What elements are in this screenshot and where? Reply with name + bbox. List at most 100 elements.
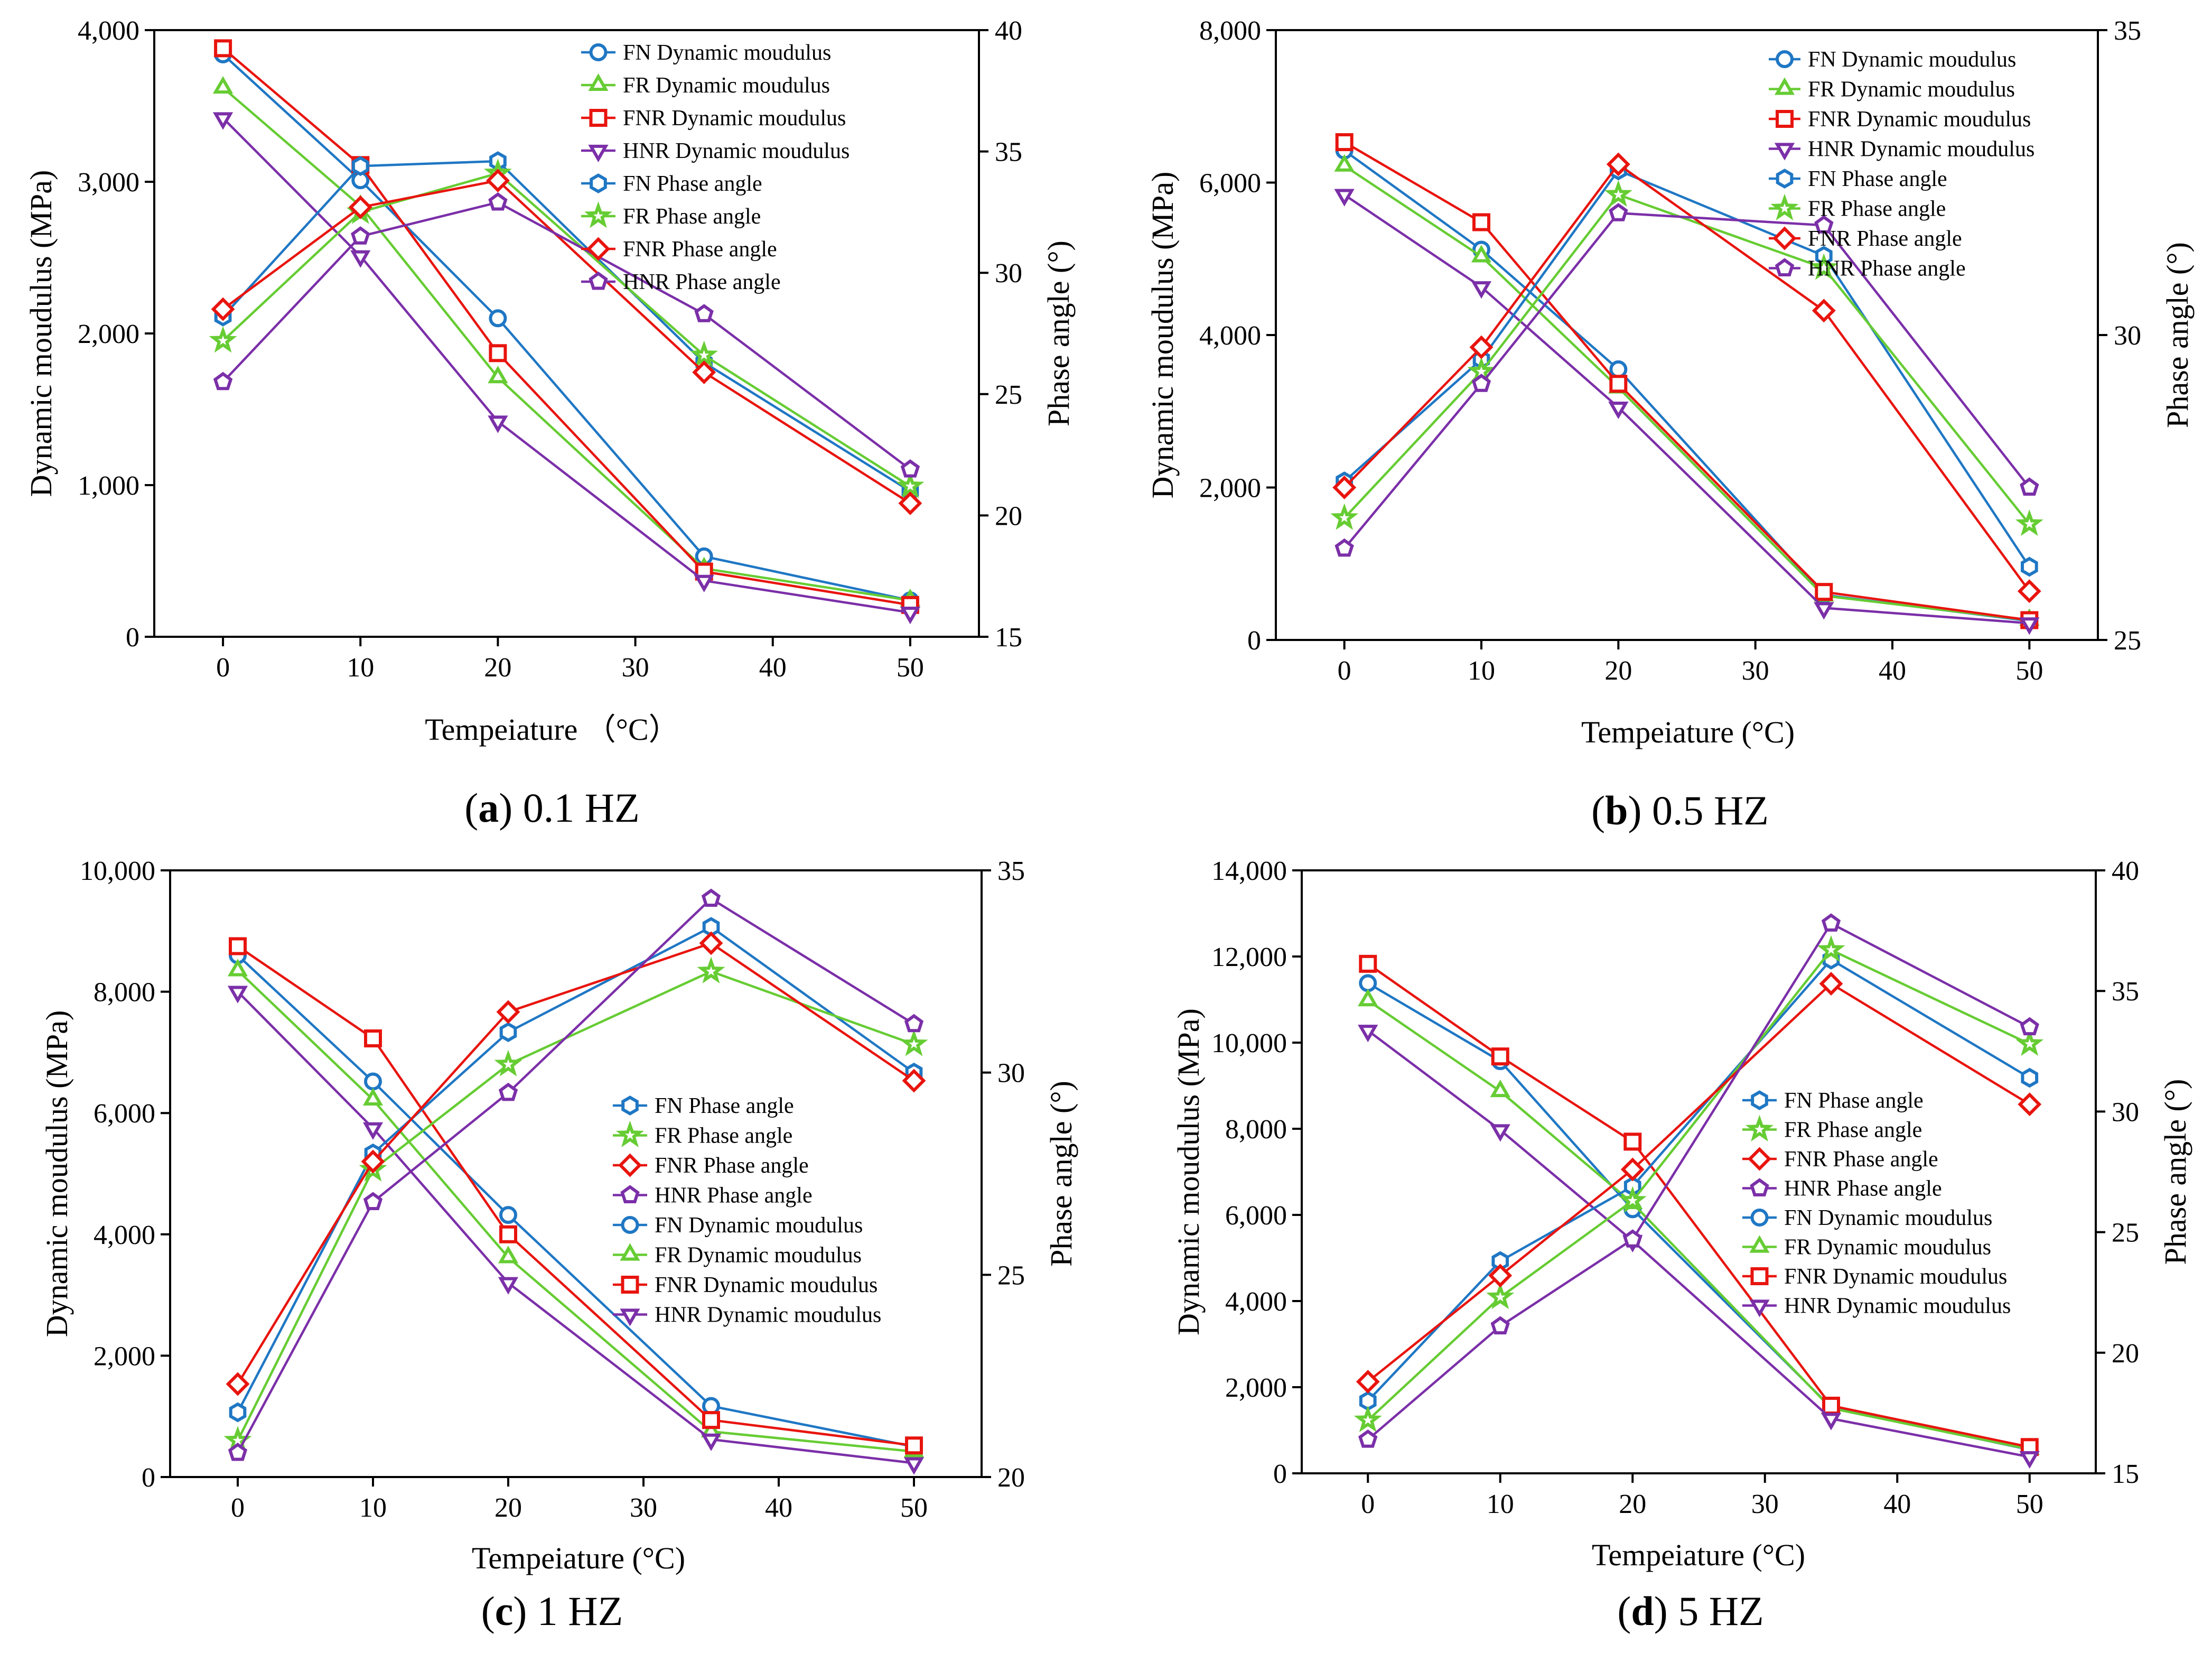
y2-tick-label: 30 <box>997 1058 1025 1089</box>
panel-caption: (a) 0.1 HZ <box>464 785 639 831</box>
data-point-phase-FNR <box>348 195 372 219</box>
legend-marker <box>1749 1235 1770 1253</box>
x-tick-label: 50 <box>2015 656 2043 686</box>
data-point-modulus-HNR <box>2019 617 2040 635</box>
y2-axis-label: Phase angle (°) <box>2160 242 2195 428</box>
x-tick-label: 40 <box>765 1493 792 1523</box>
legend-item: FR Dynamic moudulus <box>613 1243 862 1268</box>
data-point-modulus-HNR <box>1334 189 1355 207</box>
x-tick-label: 0 <box>216 653 230 683</box>
data-point-phase-FNR <box>1819 972 1843 996</box>
data-point-modulus-HNR <box>498 1277 519 1295</box>
y-tick-label: 2,000 <box>94 1341 155 1371</box>
legend-marker <box>1750 1209 1769 1227</box>
legend-item: FR Phase angle <box>1769 193 1946 221</box>
legend-item: FNR Dynamic moudulus <box>581 106 846 131</box>
legend-item: FR Dynamic moudulus <box>1769 77 2015 102</box>
series-line-phase-HNR <box>237 897 915 1454</box>
data-point-phase-FR <box>1817 935 1845 962</box>
legend-item: FN Phase angle <box>1769 167 1947 191</box>
data-point-phase-FNR <box>1332 476 1357 499</box>
y2-axis-label: Phase angle (°) <box>1044 1081 1078 1267</box>
legend-label: FNR Phase angle <box>623 237 777 262</box>
data-point-phase-FN <box>2021 1067 2039 1088</box>
x-axis-label: Tempeiature (°C) <box>472 1541 685 1575</box>
y-tick-label: 8,000 <box>1225 1115 1287 1145</box>
chart-panel-a: 0 10 20 30 40 50 0 1,000 2,000 3,000 4,000 15 20 25 30… <box>24 16 1076 831</box>
legend-label: FN Dynamic moudulus <box>1784 1206 1992 1230</box>
data-point-phase-HNR <box>213 372 233 391</box>
data-point-modulus-FNR <box>1815 583 1833 601</box>
y-tick-label: 10,000 <box>80 856 155 886</box>
data-point-modulus-FNR <box>364 1029 382 1047</box>
y-tick-label: 2,000 <box>78 319 139 349</box>
caption-text: 5 HZ <box>1668 1588 1764 1634</box>
legend-marker <box>1774 77 1795 95</box>
data-point-phase-HNR <box>1490 1316 1510 1335</box>
data-point-phase-FNR <box>496 1000 520 1024</box>
legend-label: HNR Phase angle <box>1784 1177 1942 1201</box>
y2-tick-label: 20 <box>995 501 1022 531</box>
x-tick-label: 0 <box>1361 1489 1375 1519</box>
data-point-modulus-FR <box>1358 988 1378 1007</box>
x-tick-label: 30 <box>1751 1489 1779 1519</box>
y2-tick-label: 25 <box>2112 1218 2139 1248</box>
data-point-phase-FNR <box>211 297 235 321</box>
legend-label: FN Phase angle <box>623 172 762 196</box>
legend-marker <box>1748 1147 1771 1171</box>
x-tick-label: 40 <box>1883 1489 1911 1519</box>
x-tick-label: 10 <box>359 1493 387 1523</box>
data-point-modulus-HNR <box>2019 1451 2040 1469</box>
plot-frame <box>153 29 980 638</box>
x-axis-label: Tempeiature (°C) <box>1581 715 1795 749</box>
y-tick-label: 8,000 <box>94 978 155 1008</box>
legend-label: FNR Phase angle <box>655 1154 809 1178</box>
data-point-phase-FR <box>1330 503 1359 530</box>
data-point-phase-FNR <box>2017 579 2041 603</box>
legend-label: FR Phase angle <box>1808 197 1946 221</box>
data-point-modulus-HNR <box>1358 1025 1378 1043</box>
legend-marker <box>1745 1115 1774 1142</box>
y-tick-label: 1,000 <box>78 471 139 501</box>
y-tick-label: 6,000 <box>1199 169 1261 199</box>
legend-label: HNR Dynamic moudulus <box>1784 1294 2011 1318</box>
data-point-modulus-HNR <box>1471 281 1492 299</box>
legend-label: HNR Dynamic moudulus <box>1808 137 2034 162</box>
x-tick-label: 20 <box>494 1493 522 1523</box>
x-tick-label: 20 <box>1604 656 1632 686</box>
legend-item: HNR Dynamic moudulus <box>1742 1294 2011 1318</box>
legend-label: FNR Phase angle <box>1784 1147 1938 1172</box>
data-point-phase-FNR <box>1488 1264 1513 1288</box>
data-point-phase-FN <box>499 1022 517 1042</box>
data-point-phase-HNR <box>351 226 370 245</box>
legend-marker <box>588 73 609 91</box>
y-tick-label: 0 <box>142 1463 155 1493</box>
y2-tick-label: 25 <box>997 1260 1025 1290</box>
legend-marker <box>586 237 610 261</box>
legend-marker <box>589 109 608 127</box>
x-tick-label: 10 <box>1487 1489 1514 1519</box>
data-point-phase-FR <box>1354 1405 1382 1433</box>
data-point-modulus-HNR <box>212 112 234 130</box>
series-line-modulus-FNR <box>237 945 914 1447</box>
legend-item: FN Phase angle <box>1742 1089 1924 1113</box>
data-point-phase-HNR <box>1334 538 1354 557</box>
panel-caption: (c) 1 HZ <box>481 1588 623 1634</box>
y-axis-label: Dynamic moudulus (MPa) <box>24 170 58 497</box>
data-point-phase-HNR <box>701 888 721 907</box>
data-point-modulus-HNR <box>903 1457 925 1475</box>
y2-tick-label: 35 <box>997 856 1025 886</box>
y2-tick-label: 30 <box>2112 1097 2139 1127</box>
legend-item: FR Dynamic moudulus <box>1742 1235 1991 1260</box>
legend-marker <box>618 1153 642 1177</box>
y-tick-label: 14,000 <box>1211 856 1287 886</box>
data-point-modulus-FR <box>1490 1080 1510 1098</box>
data-point-modulus-FR <box>498 1246 519 1264</box>
legend-item: FN Phase angle <box>581 172 762 196</box>
x-tick-label: 30 <box>622 653 649 683</box>
chart-panel-c: 0 10 20 30 40 50 0 2,000 4,000 6,000 8,000 10,000 20… <box>40 856 1078 1634</box>
data-point-phase-FNR <box>902 1069 926 1093</box>
caption-text: 0.5 HZ <box>1641 787 1768 833</box>
x-axis-label: Tempeiature (°C) <box>1592 1538 1805 1572</box>
